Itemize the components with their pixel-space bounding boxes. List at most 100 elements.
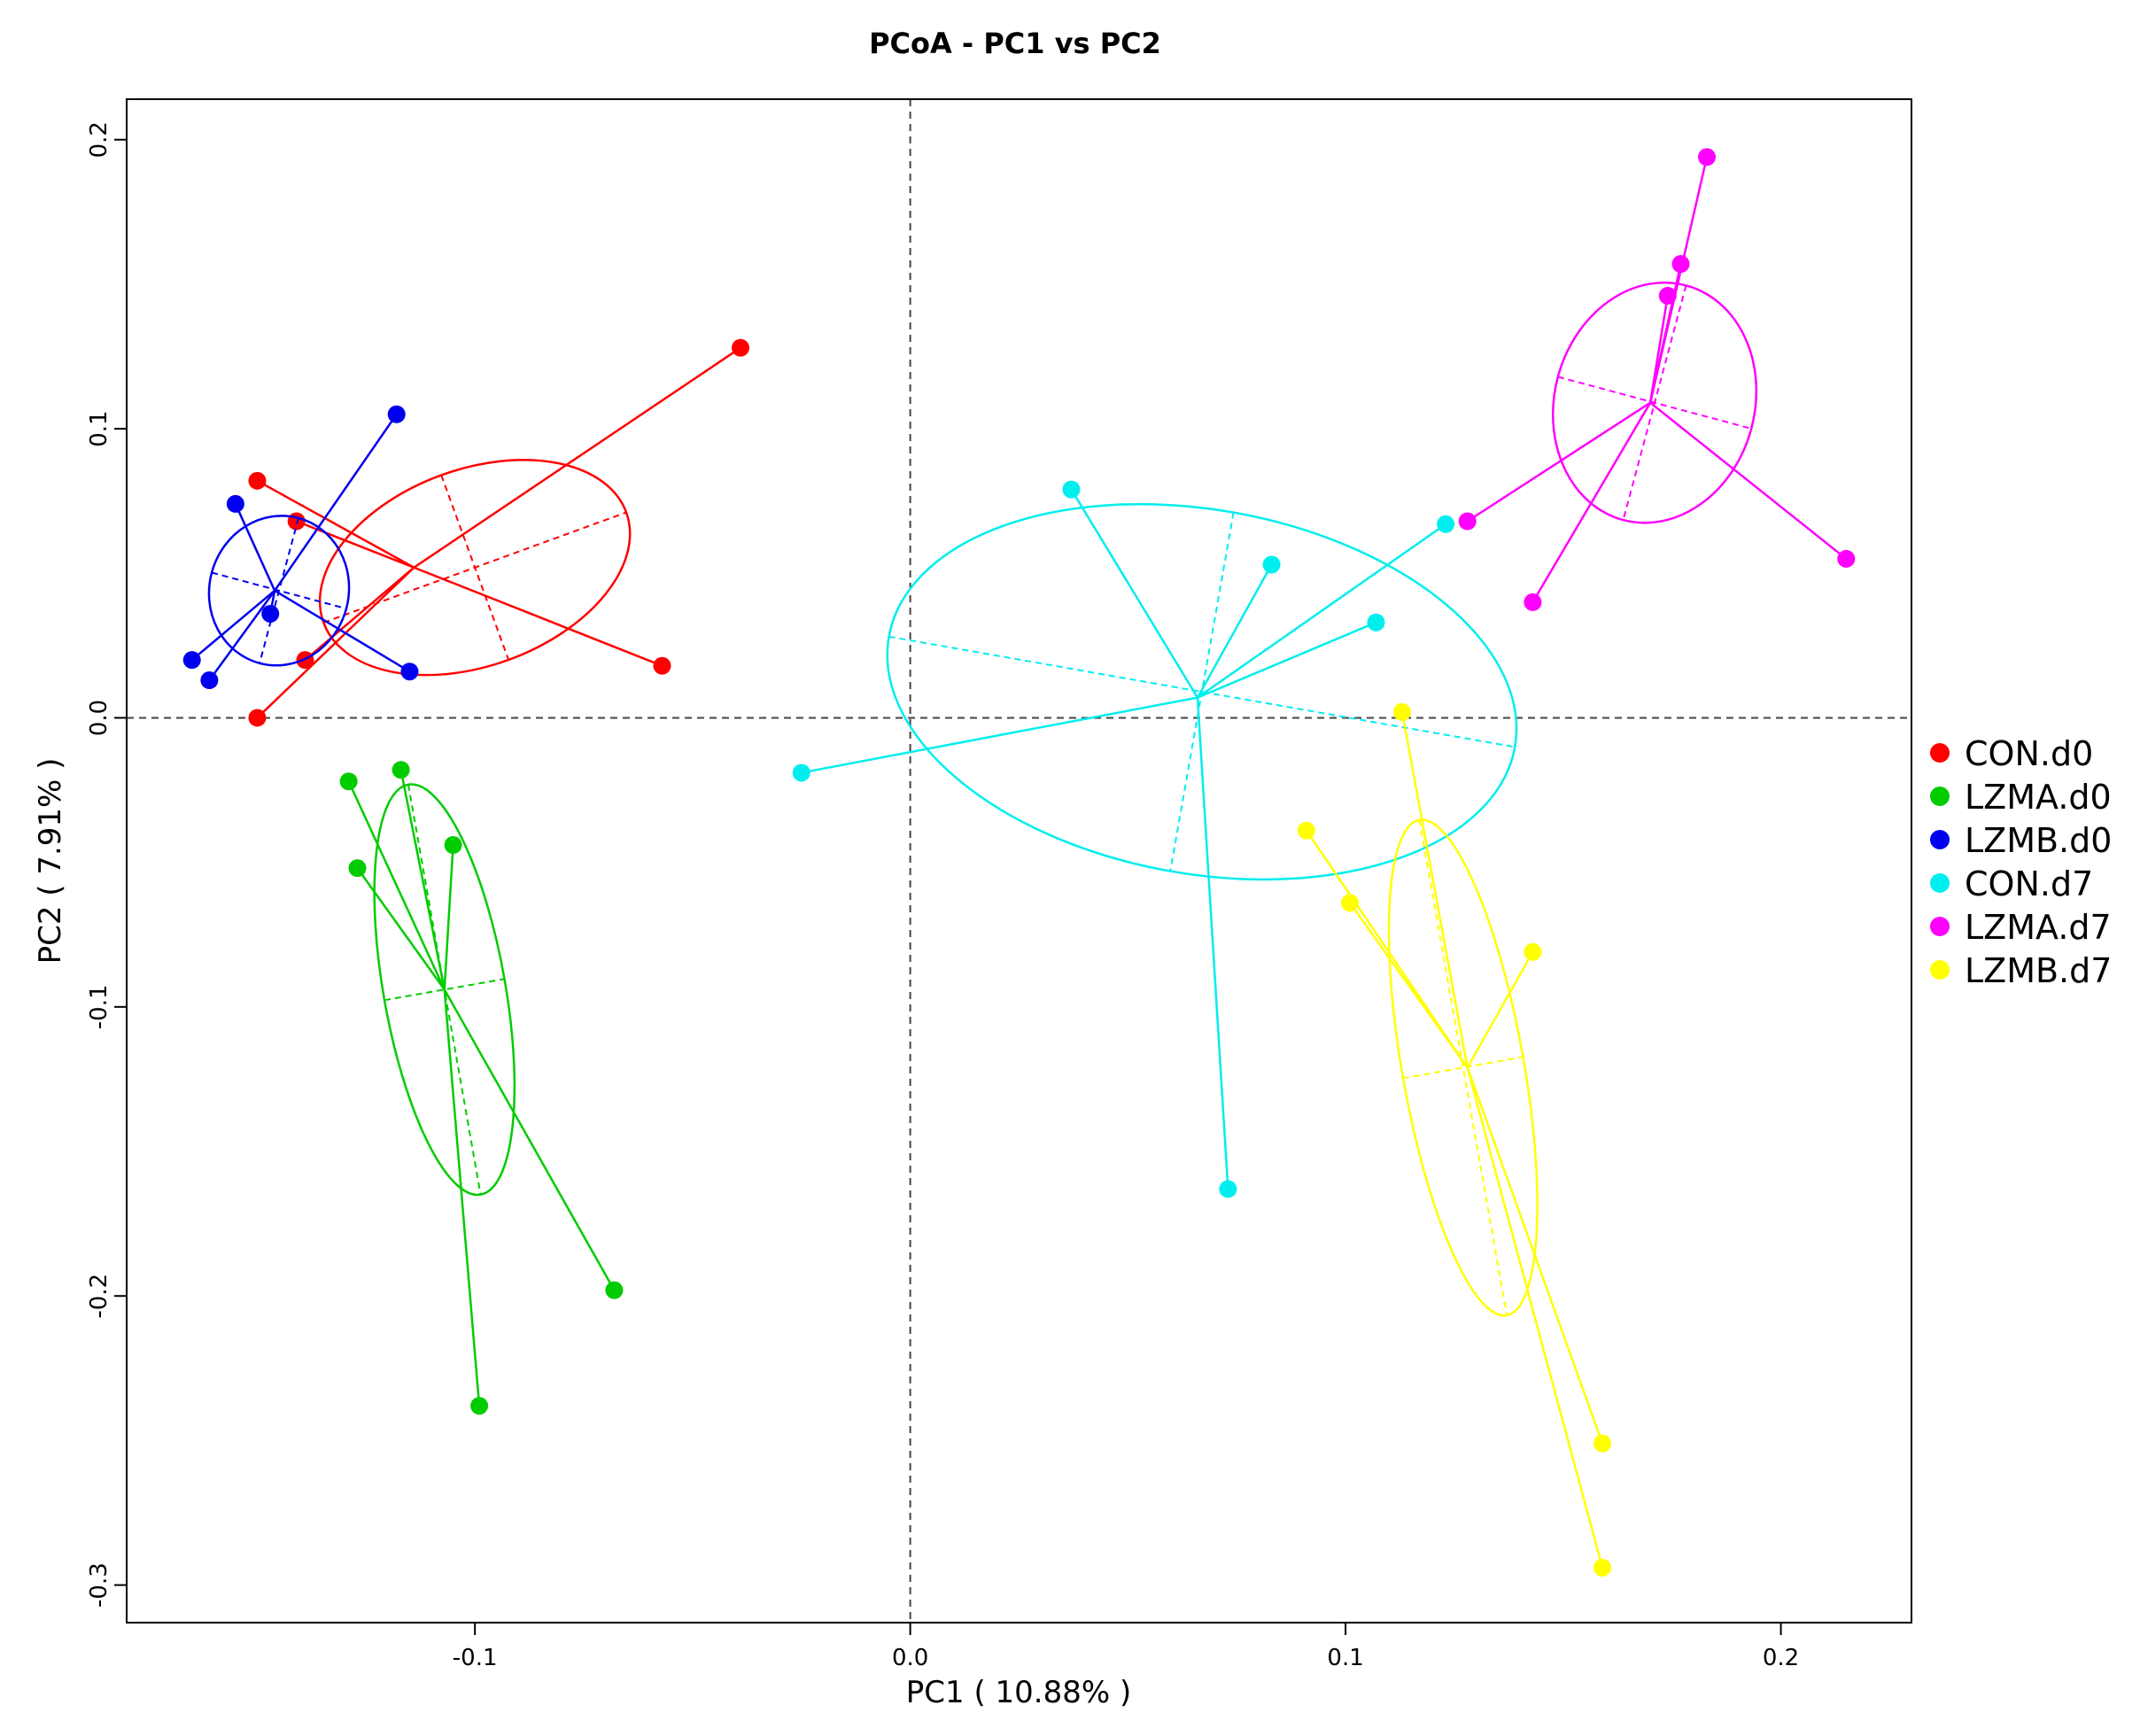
data-point bbox=[470, 1397, 489, 1415]
legend-item: LZMA.d0 bbox=[1930, 778, 2112, 817]
data-point bbox=[400, 663, 419, 681]
data-point bbox=[287, 512, 306, 531]
ellipse-axis-major bbox=[1402, 1056, 1524, 1080]
confidence-ellipse-group bbox=[886, 502, 1518, 881]
spider-line bbox=[304, 566, 415, 662]
series-LZMB.d7 bbox=[1297, 702, 1612, 1577]
y-tick-label: 0.1 bbox=[86, 410, 112, 446]
ellipse-axis-major bbox=[384, 978, 505, 1002]
series-LZMA.d7 bbox=[1458, 148, 1856, 611]
legend-label: LZMA.d7 bbox=[1965, 908, 2112, 947]
spider-line bbox=[1070, 488, 1199, 699]
series-LZMB.d0 bbox=[182, 405, 419, 690]
data-point bbox=[792, 763, 810, 782]
spider-line bbox=[256, 479, 415, 569]
ellipse-axis-minor bbox=[1169, 512, 1235, 872]
series-CON.d0 bbox=[248, 338, 749, 727]
data-point bbox=[392, 761, 410, 779]
data-point bbox=[261, 604, 280, 623]
data-point bbox=[182, 651, 201, 670]
spider-line bbox=[443, 989, 481, 1407]
legend-label: LZMA.d0 bbox=[1965, 778, 2112, 817]
y-tick-label: -0.2 bbox=[86, 1274, 112, 1319]
y-tick-label: -0.3 bbox=[86, 1562, 112, 1608]
data-point bbox=[1297, 821, 1315, 840]
confidence-ellipse-group bbox=[1387, 818, 1539, 1317]
spider-line bbox=[801, 696, 1198, 774]
plot-frame bbox=[126, 98, 1912, 1624]
y-axis-label: PC2 ( 7.91% ) bbox=[33, 758, 68, 965]
series-LZMA.d0 bbox=[339, 761, 624, 1415]
y-tick-label: 0.2 bbox=[86, 121, 112, 158]
spider-line bbox=[208, 590, 276, 681]
data-point bbox=[605, 1281, 624, 1299]
data-point bbox=[731, 338, 749, 357]
ellipse-axis-minor bbox=[1622, 285, 1687, 521]
spider-line bbox=[1196, 697, 1229, 1190]
legend-label: LZMB.d7 bbox=[1965, 951, 2112, 990]
y-tick-label: -0.1 bbox=[86, 984, 112, 1029]
data-point bbox=[387, 405, 406, 423]
spider-line bbox=[1197, 523, 1446, 699]
data-point bbox=[248, 709, 267, 727]
data-point bbox=[1437, 515, 1455, 533]
ellipse-axis-minor bbox=[407, 784, 482, 1195]
spider-line bbox=[274, 414, 398, 592]
data-point bbox=[444, 836, 462, 855]
spider-line bbox=[1648, 263, 1682, 403]
spider-line bbox=[1348, 902, 1469, 1069]
ellipse-axis-minor bbox=[1418, 819, 1508, 1316]
legend-label: LZMB.d0 bbox=[1965, 821, 2112, 860]
data-point bbox=[1524, 942, 1542, 961]
spider-line bbox=[1197, 621, 1376, 699]
spider-line bbox=[1649, 401, 1848, 560]
data-point bbox=[1219, 1180, 1237, 1198]
spider-line bbox=[1648, 295, 1670, 403]
legend-swatch bbox=[1930, 830, 1950, 849]
legend-item: CON.d0 bbox=[1930, 734, 2093, 773]
spider-line bbox=[347, 780, 446, 990]
spider-line bbox=[413, 566, 663, 667]
series-CON.d7 bbox=[792, 480, 1518, 1198]
confidence-ellipse-group bbox=[1551, 281, 1758, 524]
spider-line bbox=[413, 346, 741, 569]
data-point bbox=[1698, 148, 1717, 167]
x-tick-label: 0.1 bbox=[1327, 1645, 1363, 1671]
data-point bbox=[348, 859, 367, 878]
x-tick-label: 0.2 bbox=[1763, 1645, 1799, 1671]
legend-label: CON.d7 bbox=[1965, 864, 2093, 903]
spider-line bbox=[1467, 401, 1651, 523]
data-point bbox=[1671, 255, 1690, 274]
confidence-ellipse-group bbox=[318, 459, 632, 677]
x-tick-label: -0.1 bbox=[453, 1645, 498, 1671]
data-point bbox=[1458, 512, 1477, 531]
legend-swatch bbox=[1930, 917, 1950, 936]
legend-item: LZMA.d7 bbox=[1930, 908, 2112, 947]
legend-item: LZMB.d7 bbox=[1930, 951, 2112, 990]
y-axis: 0.2 0.1 0.0 -0.1 -0.2 -0.3 bbox=[86, 121, 127, 1608]
legend-swatch bbox=[1930, 873, 1950, 893]
x-axis-label: PC1 ( 10.88% ) bbox=[906, 1675, 1131, 1710]
spider-line bbox=[274, 589, 411, 673]
data-point bbox=[226, 494, 244, 513]
spider-line bbox=[234, 503, 276, 592]
data-point bbox=[1593, 1558, 1612, 1577]
x-tick-label: 0.0 bbox=[892, 1645, 928, 1671]
spider-line bbox=[443, 988, 616, 1291]
data-point bbox=[1262, 555, 1281, 574]
ellipse-axis-minor bbox=[440, 475, 510, 661]
data-point bbox=[1341, 894, 1360, 912]
plot-area bbox=[127, 99, 1911, 1623]
spider-line bbox=[1466, 951, 1534, 1068]
spider-line bbox=[443, 844, 454, 990]
data-point bbox=[1392, 702, 1411, 721]
data-point bbox=[200, 671, 219, 690]
legend-swatch bbox=[1930, 787, 1950, 806]
x-axis: -0.1 0.0 0.1 0.2 bbox=[453, 1623, 1799, 1671]
legend: CON.d0 LZMA.d0 LZMB.d0 CON.d7 LZMA.d7 LZMB.d7 bbox=[1930, 734, 2112, 990]
spider-line bbox=[1196, 563, 1273, 699]
ellipse-axis-minor bbox=[259, 517, 299, 664]
spider-line bbox=[1466, 1067, 1604, 1569]
spider-line bbox=[1400, 711, 1469, 1068]
confidence-ellipse-group bbox=[373, 783, 516, 1197]
